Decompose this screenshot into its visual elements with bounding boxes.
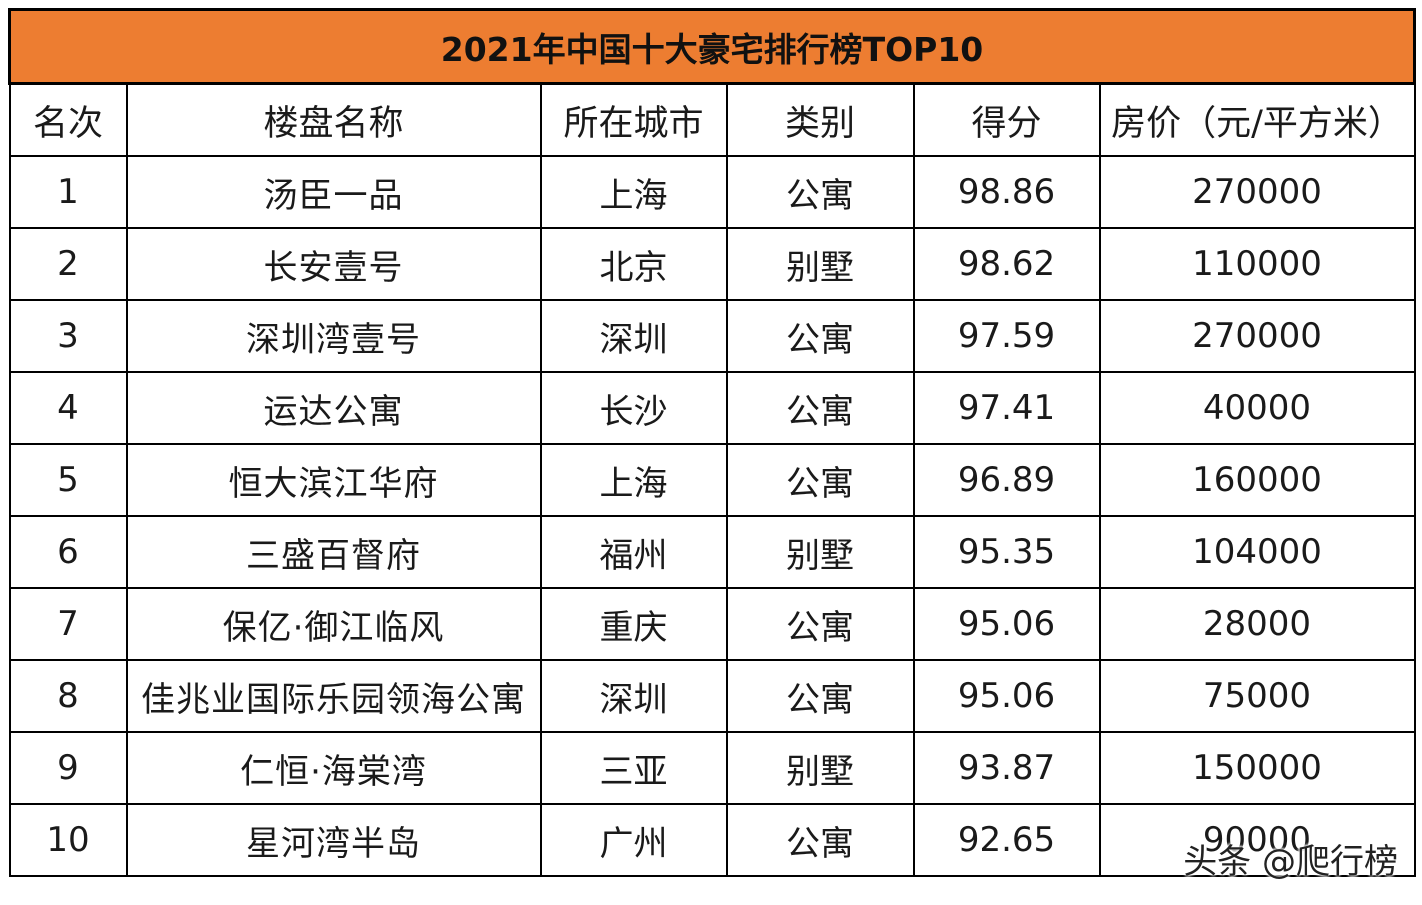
cell-price: 270000 <box>1098 155 1416 229</box>
cell-type: 公寓 <box>725 371 915 445</box>
header-price: 房价（元/平方米） <box>1098 82 1416 157</box>
cell-name: 深圳湾壹号 <box>125 299 542 373</box>
cell-name: 仁恒·海棠湾 <box>125 731 542 805</box>
cell-type: 别墅 <box>725 227 915 301</box>
cell-rank: 10 <box>8 803 128 877</box>
cell-type: 别墅 <box>725 515 915 589</box>
header-name: 楼盘名称 <box>125 82 542 157</box>
cell-name: 汤臣一品 <box>125 155 542 229</box>
cell-rank: 3 <box>8 299 128 373</box>
header-type: 类别 <box>725 82 915 157</box>
cell-score: 92.65 <box>912 803 1101 877</box>
table-row: 4 运达公寓 长沙 公寓 97.41 40000 <box>8 371 1416 445</box>
cell-price: 40000 <box>1098 371 1416 445</box>
header-city: 所在城市 <box>539 82 728 157</box>
cell-score: 97.59 <box>912 299 1101 373</box>
cell-score: 95.06 <box>912 659 1101 733</box>
header-row: 名次 楼盘名称 所在城市 类别 得分 房价（元/平方米） <box>8 82 1416 157</box>
cell-price: 270000 <box>1098 299 1416 373</box>
cell-city: 福州 <box>539 515 728 589</box>
cell-rank: 7 <box>8 587 128 661</box>
cell-rank: 9 <box>8 731 128 805</box>
cell-type: 公寓 <box>725 659 915 733</box>
cell-type: 公寓 <box>725 803 915 877</box>
table-row: 9 仁恒·海棠湾 三亚 别墅 93.87 150000 <box>8 731 1416 805</box>
title-row: 2021年中国十大豪宅排行榜TOP10 <box>8 8 1416 85</box>
cell-type: 公寓 <box>725 443 915 517</box>
header-rank: 名次 <box>8 82 128 157</box>
cell-score: 97.41 <box>912 371 1101 445</box>
cell-score: 93.87 <box>912 731 1101 805</box>
cell-city: 重庆 <box>539 587 728 661</box>
cell-name: 星河湾半岛 <box>125 803 542 877</box>
header-score: 得分 <box>912 82 1101 157</box>
table-row: 3 深圳湾壹号 深圳 公寓 97.59 270000 <box>8 299 1416 373</box>
cell-rank: 2 <box>8 227 128 301</box>
ranking-table: 2021年中国十大豪宅排行榜TOP10 名次 楼盘名称 所在城市 类别 得分 房… <box>8 8 1416 877</box>
table-row: 6 三盛百督府 福州 别墅 95.35 104000 <box>8 515 1416 589</box>
cell-type: 公寓 <box>725 155 915 229</box>
watermark: 头条 @爬行榜 <box>1183 842 1398 882</box>
cell-city: 上海 <box>539 155 728 229</box>
cell-name: 运达公寓 <box>125 371 542 445</box>
cell-rank: 8 <box>8 659 128 733</box>
cell-type: 公寓 <box>725 299 915 373</box>
cell-rank: 6 <box>8 515 128 589</box>
cell-score: 98.86 <box>912 155 1101 229</box>
cell-score: 98.62 <box>912 227 1101 301</box>
cell-price: 150000 <box>1098 731 1416 805</box>
cell-price: 104000 <box>1098 515 1416 589</box>
table-row: 2 长安壹号 北京 别墅 98.62 110000 <box>8 227 1416 301</box>
cell-price: 160000 <box>1098 443 1416 517</box>
cell-score: 95.06 <box>912 587 1101 661</box>
cell-rank: 5 <box>8 443 128 517</box>
cell-score: 95.35 <box>912 515 1101 589</box>
cell-type: 别墅 <box>725 731 915 805</box>
table-row: 1 汤臣一品 上海 公寓 98.86 270000 <box>8 155 1416 229</box>
cell-city: 深圳 <box>539 659 728 733</box>
cell-city: 长沙 <box>539 371 728 445</box>
cell-name: 保亿·御江临风 <box>125 587 542 661</box>
table-row: 10 星河湾半岛 广州 公寓 92.65 90000 <box>8 803 1416 877</box>
cell-price: 90000 <box>1098 803 1416 877</box>
cell-city: 上海 <box>539 443 728 517</box>
cell-rank: 4 <box>8 371 128 445</box>
cell-city: 北京 <box>539 227 728 301</box>
cell-score: 96.89 <box>912 443 1101 517</box>
cell-price: 110000 <box>1098 227 1416 301</box>
cell-price: 28000 <box>1098 587 1416 661</box>
table-row: 5 恒大滨江华府 上海 公寓 96.89 160000 <box>8 443 1416 517</box>
cell-name: 长安壹号 <box>125 227 542 301</box>
table-row: 8 佳兆业国际乐园领海公寓 深圳 公寓 95.06 75000 <box>8 659 1416 733</box>
ranking-table-container: 2021年中国十大豪宅排行榜TOP10 名次 楼盘名称 所在城市 类别 得分 房… <box>8 8 1416 877</box>
cell-price: 75000 <box>1098 659 1416 733</box>
cell-rank: 1 <box>8 155 128 229</box>
table-title: 2021年中国十大豪宅排行榜TOP10 <box>8 8 1416 85</box>
table-row: 7 保亿·御江临风 重庆 公寓 95.06 28000 <box>8 587 1416 661</box>
cell-city: 深圳 <box>539 299 728 373</box>
cell-type: 公寓 <box>725 587 915 661</box>
cell-name: 三盛百督府 <box>125 515 542 589</box>
cell-city: 广州 <box>539 803 728 877</box>
cell-city: 三亚 <box>539 731 728 805</box>
cell-name: 恒大滨江华府 <box>125 443 542 517</box>
cell-name: 佳兆业国际乐园领海公寓 <box>125 659 542 733</box>
